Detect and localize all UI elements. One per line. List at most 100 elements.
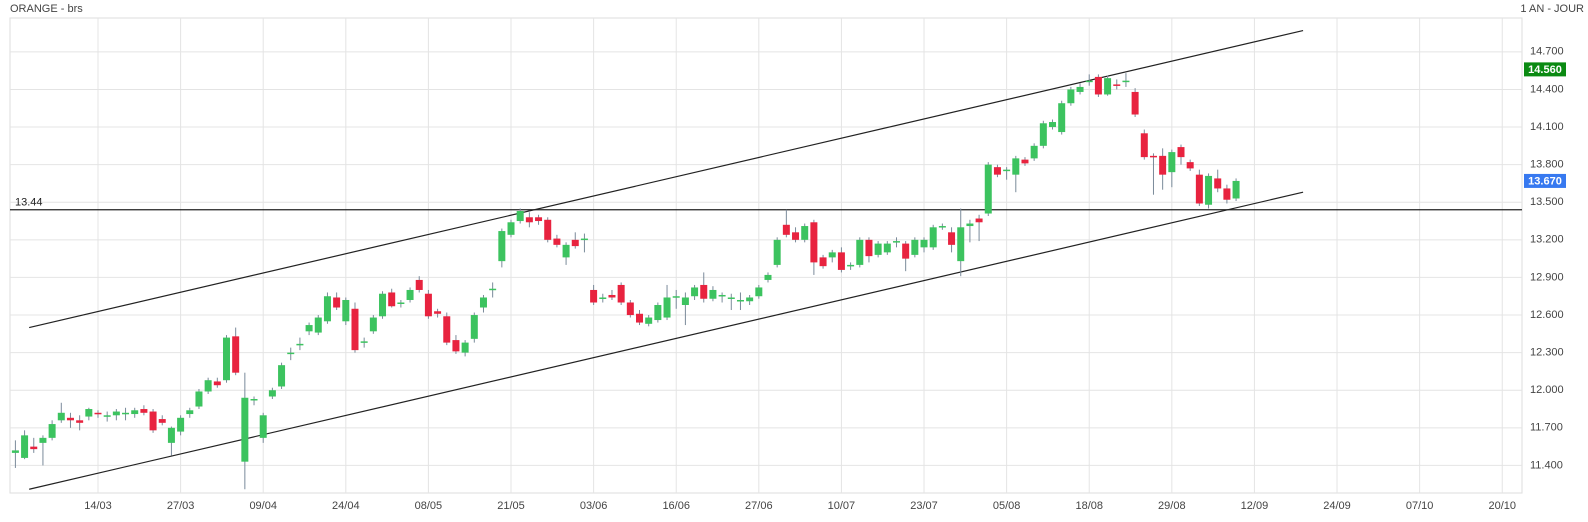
- candle-body: [1067, 89, 1075, 104]
- candle-body: [131, 410, 139, 415]
- candle-body: [66, 417, 74, 421]
- chart-subtitle: 1 AN - JOUR: [1520, 3, 1584, 15]
- candle-body: [1168, 152, 1176, 173]
- candle-body: [883, 243, 891, 253]
- candle-body: [507, 222, 515, 235]
- candle-body: [865, 239, 873, 257]
- x-tick-label: 21/05: [497, 500, 525, 512]
- candle-body: [938, 226, 946, 228]
- candle-body: [1039, 123, 1047, 146]
- candle-body: [452, 340, 460, 352]
- candle-body: [929, 227, 937, 248]
- candle-body: [213, 381, 221, 386]
- y-tick-label: 14.400: [1530, 83, 1564, 95]
- candle-body: [691, 287, 699, 297]
- candle-body: [590, 289, 598, 303]
- candle-body: [1149, 155, 1157, 158]
- candle-body: [828, 252, 836, 258]
- candle-body: [259, 415, 267, 438]
- x-tick-label: 05/08: [993, 500, 1021, 512]
- level-label: 13.44: [15, 197, 43, 209]
- y-tick-label: 12.000: [1530, 384, 1564, 396]
- candle-body: [810, 222, 818, 263]
- candle-body: [801, 226, 809, 240]
- candle-body: [1232, 180, 1240, 199]
- candle-body: [672, 296, 680, 298]
- candle-body: [746, 297, 754, 302]
- y-tick-label: 12.900: [1530, 271, 1564, 283]
- candle-body: [30, 446, 38, 450]
- candle-body: [296, 343, 304, 346]
- x-tick-label: 09/04: [249, 500, 277, 512]
- candle-body: [975, 218, 983, 223]
- candle-body: [1214, 178, 1222, 189]
- y-tick-label: 14.700: [1530, 46, 1564, 58]
- candle-body: [140, 409, 148, 413]
- candle-body: [1021, 159, 1029, 164]
- candle-body: [911, 239, 919, 255]
- candle-body: [76, 420, 84, 423]
- candle-body: [736, 299, 744, 302]
- y-tick-label: 13.200: [1530, 234, 1564, 246]
- candle-body: [718, 294, 726, 297]
- candle-body: [424, 293, 432, 317]
- candle-body: [525, 217, 533, 223]
- y-tick-label: 11.400: [1530, 459, 1563, 471]
- candle-body: [85, 409, 93, 417]
- candle-body: [351, 308, 359, 351]
- candle-body: [535, 217, 543, 222]
- trend-line: [29, 29, 1304, 329]
- plot-frame: [9, 17, 1523, 494]
- candle-body: [1195, 174, 1203, 204]
- candle-body: [94, 412, 102, 415]
- candle-body: [443, 316, 451, 343]
- price-tag-label: 14.560: [1528, 64, 1562, 76]
- candle-body: [250, 399, 258, 401]
- candle-body: [892, 241, 900, 243]
- candle-body: [1177, 147, 1185, 158]
- candle-body: [369, 317, 377, 332]
- candle-body: [966, 223, 974, 227]
- candle-body: [727, 297, 735, 299]
- candle-body: [158, 419, 166, 423]
- x-tick-label: 24/04: [332, 500, 360, 512]
- x-tick-label: 14/03: [84, 500, 112, 512]
- candle-body: [599, 297, 607, 299]
- candle-body: [902, 243, 910, 259]
- candle-body: [874, 243, 882, 255]
- trend-line: [29, 191, 1304, 490]
- x-tick-label: 27/03: [167, 500, 195, 512]
- candle-body: [278, 365, 286, 387]
- price-tag: [1524, 173, 1566, 188]
- candle-body: [617, 284, 625, 303]
- candle-body: [388, 292, 396, 307]
- candle-body: [415, 279, 423, 290]
- candle-body: [434, 311, 442, 314]
- candle-body: [379, 293, 387, 317]
- candle-body: [1223, 188, 1231, 200]
- x-tick-label: 24/09: [1323, 500, 1351, 512]
- candle-body: [773, 239, 781, 265]
- candle-body: [948, 232, 956, 245]
- candle-body: [222, 337, 230, 381]
- x-tick-label: 07/10: [1406, 500, 1434, 512]
- x-tick-label: 16/06: [662, 500, 690, 512]
- x-tick-label: 29/08: [1158, 500, 1186, 512]
- candle-body: [342, 299, 350, 322]
- candle-body: [122, 412, 130, 415]
- candle-body: [1030, 145, 1038, 159]
- candle-body: [57, 412, 65, 421]
- candle-body: [39, 437, 47, 443]
- candle-body: [755, 287, 763, 297]
- candle-body: [1049, 122, 1057, 128]
- candle-body: [764, 274, 772, 280]
- candle-body: [287, 352, 295, 355]
- candle-body: [1113, 84, 1121, 86]
- x-tick-label: 08/05: [415, 500, 443, 512]
- candle-body: [709, 289, 717, 299]
- candle-body: [993, 167, 1001, 175]
- candle-body: [645, 317, 653, 324]
- y-tick-label: 13.500: [1530, 196, 1564, 208]
- candle-body: [397, 302, 405, 304]
